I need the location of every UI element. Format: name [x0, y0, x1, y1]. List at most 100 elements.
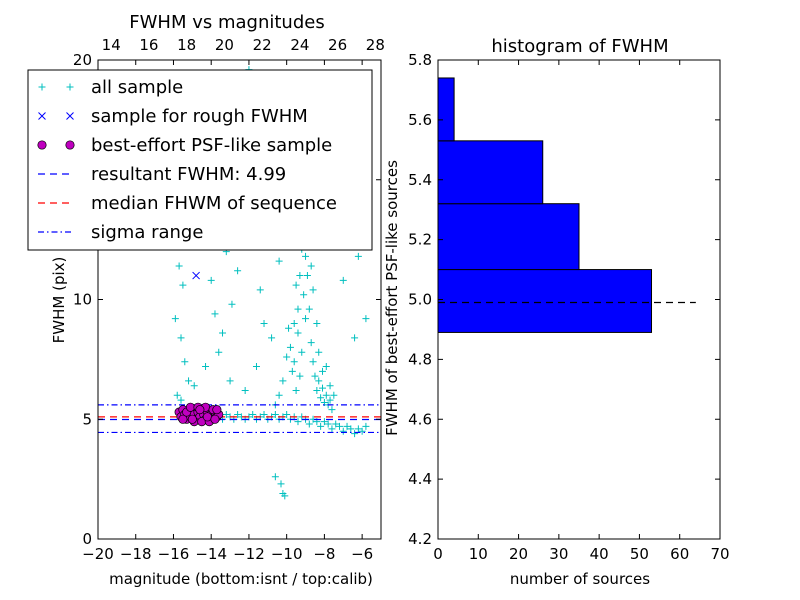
x-tick-label: 0 — [433, 545, 443, 563]
all-sample-point — [294, 418, 302, 426]
all-sample-point — [260, 319, 268, 327]
top-tick-label: 20 — [215, 36, 234, 54]
all-sample-point — [252, 363, 260, 371]
all-sample-point — [283, 410, 291, 418]
scatter-chart: FWHM vs magnitudes −20 −18 −16 −14 −12 −10 −8−… — [27, 12, 385, 588]
all-sample-point — [292, 281, 300, 289]
histogram-x-label: number of sources — [510, 570, 650, 588]
psf-sample-point — [212, 405, 222, 415]
legend-marker — [38, 112, 46, 120]
all-sample-point — [256, 286, 264, 294]
all-sample-point — [317, 394, 325, 402]
x-tick-label: −10 — [271, 545, 303, 563]
all-sample-point — [285, 324, 293, 332]
all-sample-point — [283, 353, 291, 361]
x-tick-label: 60 — [670, 545, 689, 563]
all-sample-point — [286, 343, 294, 351]
scatter-x-label: magnitude (bottom:isnt / top:calib) — [109, 570, 373, 588]
all-sample-point — [271, 410, 279, 418]
legend-label: median FHWM of sequence — [91, 193, 337, 214]
top-tick-label: 18 — [177, 36, 196, 54]
all-sample-point — [322, 391, 330, 399]
x-tick-label: −14 — [195, 545, 227, 563]
legend-label: best-effort PSF-like sample — [91, 135, 332, 156]
all-sample-point — [279, 377, 287, 385]
rough-sample-point — [192, 271, 200, 280]
x-tick-label: −18 — [120, 545, 152, 563]
all-sample-point — [296, 372, 304, 380]
all-sample-point — [315, 348, 323, 356]
psf-sample-point — [187, 414, 197, 424]
top-tick-label: 26 — [328, 36, 347, 54]
all-sample-point — [305, 420, 313, 428]
all-sample-point — [211, 310, 219, 318]
all-sample-point — [226, 377, 234, 385]
all-sample-point — [222, 410, 230, 418]
histogram-y-ticks: 4.2 4.4 4.6 4.8 5.0 5.2 5.4 5.6 5.8 — [408, 51, 720, 548]
all-sample-point — [300, 291, 308, 299]
x-tick-label: −8 — [313, 545, 335, 563]
all-sample-point — [351, 334, 359, 342]
all-sample-point — [275, 391, 283, 399]
x-tick-label: 10 — [469, 545, 488, 563]
all-sample-point — [298, 348, 306, 356]
all-sample-point — [228, 300, 236, 308]
legend-label: sample for rough FWHM — [91, 106, 308, 127]
all-sample-point — [324, 420, 332, 428]
x-tick-label: −6 — [351, 545, 373, 563]
legend-marker — [38, 83, 46, 91]
all-sample-point — [290, 358, 298, 366]
histogram-x-ticks: 0 10 20 30 40 50 60 70 — [433, 60, 730, 563]
all-sample-point — [303, 272, 311, 280]
y-tick-label: 20 — [73, 51, 92, 69]
all-sample-point — [249, 410, 257, 418]
all-sample-point — [309, 286, 317, 294]
all-sample-point — [234, 410, 242, 418]
histogram-bar — [437, 203, 580, 271]
legend-marker — [66, 83, 74, 91]
all-sample-point — [190, 382, 198, 390]
all-sample-point — [307, 262, 315, 270]
legend-marker — [66, 112, 74, 120]
histogram-plot-area — [437, 77, 696, 333]
legend-marker — [37, 140, 47, 150]
y-tick-label: 4.8 — [408, 350, 432, 368]
all-sample-point — [326, 396, 334, 404]
x-tick-label: 30 — [549, 545, 568, 563]
all-sample-point — [343, 422, 351, 430]
x-tick-label: 50 — [630, 545, 649, 563]
top-tick-label: 24 — [290, 36, 309, 54]
top-tick-label: 14 — [102, 36, 121, 54]
all-sample-point — [302, 315, 310, 323]
histogram-bar — [437, 77, 455, 142]
y-tick-label: 5 — [82, 410, 92, 428]
x-tick-label: −20 — [82, 545, 114, 563]
all-sample-point — [313, 319, 321, 327]
legend-marker — [65, 140, 75, 150]
all-sample-point — [322, 363, 330, 371]
x-tick-label: 70 — [710, 545, 729, 563]
all-sample-point — [347, 425, 355, 433]
all-sample-point — [294, 305, 302, 313]
all-sample-point — [354, 252, 362, 260]
legend-label: resultant FWHM: 4.99 — [91, 164, 286, 185]
all-sample-point — [311, 372, 319, 380]
all-sample-point — [215, 348, 223, 356]
y-tick-label: 4.2 — [408, 530, 432, 548]
top-tick-label: 22 — [253, 36, 272, 54]
all-sample-point — [339, 276, 347, 284]
y-tick-label: 10 — [73, 291, 92, 309]
all-sample-point — [275, 257, 283, 265]
all-sample-point — [234, 267, 242, 275]
psf-sample-point — [185, 402, 195, 412]
x-tick-label: 40 — [590, 545, 609, 563]
all-sample-point — [319, 367, 327, 375]
all-sample-point — [328, 425, 336, 433]
all-sample-point — [351, 430, 359, 438]
y-tick-label: 5.2 — [408, 231, 432, 249]
legend-label: sigma range — [91, 222, 203, 243]
all-sample-point — [362, 422, 370, 430]
scatter-top-ticks: 14 16 18 20 22 24 26 28 — [102, 36, 385, 54]
all-sample-point — [292, 387, 300, 395]
